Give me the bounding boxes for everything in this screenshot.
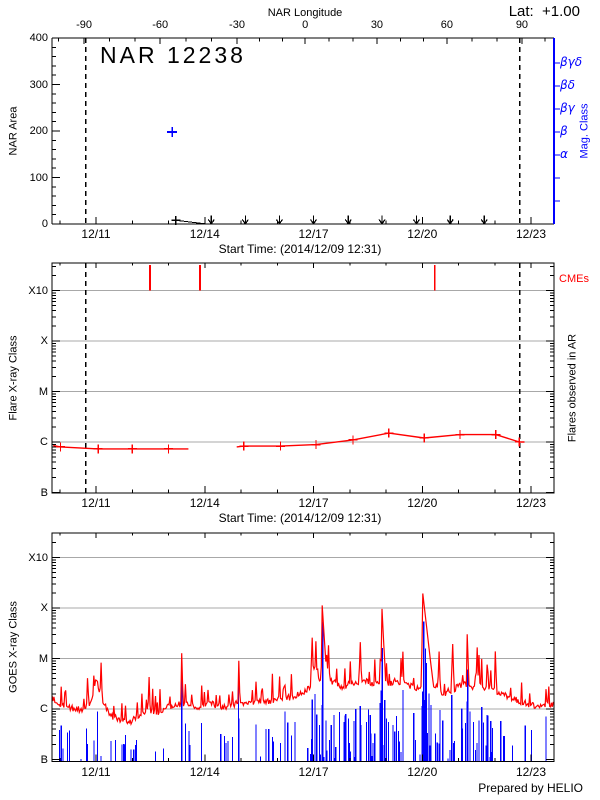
area-zero-arrow xyxy=(347,219,352,225)
xray-class-tick-label: X xyxy=(40,335,48,347)
date-tick-label: 12/17 xyxy=(298,227,329,241)
area-decline-line xyxy=(175,219,207,225)
mag-class-tick-label: α xyxy=(560,147,568,161)
nar-area-axis-label: NAR Area xyxy=(7,106,20,156)
credit-line: Prepared by HELIO xyxy=(478,781,583,795)
start-time-label-middle: Start Time: (2014/12/09 12:31) xyxy=(218,511,382,525)
area-zero-arrow xyxy=(412,219,417,225)
xray-class-tick-label: B xyxy=(40,486,48,499)
area-zero-arrow xyxy=(244,219,249,225)
area-zero-arrow xyxy=(313,219,317,225)
mag-class-tick-label: βγδ xyxy=(560,55,583,69)
area-zero-arrow xyxy=(344,219,349,225)
goes-blue-spikes xyxy=(58,621,547,762)
panel-frame xyxy=(51,532,555,763)
xray-class-tick-label: B xyxy=(40,753,48,766)
xray-class-tick-label: X10 xyxy=(28,551,48,564)
area-tick-label: 400 xyxy=(29,32,48,44)
date-tick-label: 12/23 xyxy=(515,765,547,779)
flares-observed-label: Flares observed in AR xyxy=(566,333,579,443)
date-tick-label: 12/11 xyxy=(81,765,111,779)
longitude-tick-label: 90 xyxy=(515,19,529,31)
middle-panel xyxy=(51,262,555,494)
cmes-label: CMEs xyxy=(559,273,589,285)
area-zero-arrow xyxy=(378,219,383,225)
xray-class-tick-label: M xyxy=(38,652,48,665)
date-tick-label: 12/23 xyxy=(515,227,547,241)
longitude-tick-label: -60 xyxy=(152,19,169,31)
xray-class-tick-label: X xyxy=(40,602,48,614)
area-zero-arrow xyxy=(480,219,485,225)
area-tick-label: 100 xyxy=(29,171,48,184)
date-tick-label: 12/17 xyxy=(298,765,329,779)
flare-xray-axis-label: Flare X-ray Class xyxy=(7,335,20,421)
area-tick-label: 300 xyxy=(29,78,48,91)
date-tick-label: 12/20 xyxy=(407,227,438,241)
longitude-tick-label: -90 xyxy=(76,19,92,31)
xray-class-tick-label: M xyxy=(38,385,48,398)
xray-class-tick-label: C xyxy=(40,703,48,715)
longitude-tick-label: 0 xyxy=(302,19,309,31)
date-tick-label: 12/23 xyxy=(515,496,547,510)
xray-class-tick-label: X10 xyxy=(28,284,48,297)
longitude-tick-label: 60 xyxy=(440,19,454,31)
area-zero-arrow xyxy=(207,219,212,225)
longitude-tick-label: 30 xyxy=(370,19,384,31)
panel-frame xyxy=(51,262,555,494)
goes-xray-axis-label: GOES X-ray Class xyxy=(7,601,20,693)
mag-class-tick-label: β xyxy=(560,124,568,138)
date-tick-label: 12/11 xyxy=(81,496,111,510)
area-zero-arrow xyxy=(275,219,280,225)
date-tick-label: 12/14 xyxy=(189,496,220,510)
page-title: NAR 12238 xyxy=(100,42,246,68)
mag-class-tick-label: βδ xyxy=(560,78,575,92)
date-tick-label: 12/20 xyxy=(407,496,438,510)
bottom-panel xyxy=(51,532,555,763)
longitude-tick-label: -30 xyxy=(229,19,245,31)
mag-class-tick-label: βγ xyxy=(560,101,575,115)
date-tick-label: 12/11 xyxy=(81,227,111,241)
top-panel xyxy=(51,37,560,225)
xray-class-tick-label: C xyxy=(40,436,48,448)
date-tick-label: 12/14 xyxy=(189,765,220,779)
area-zero-arrow xyxy=(446,219,451,225)
area-zero-arrow xyxy=(483,219,488,225)
goes-long-channel-trace xyxy=(51,593,554,727)
date-tick-label: 12/17 xyxy=(298,496,329,510)
start-time-label-top: Start Time: (2014/12/09 12:31) xyxy=(218,242,382,256)
area-tick-label: 200 xyxy=(29,125,48,137)
area-zero-arrow xyxy=(381,219,386,225)
area-zero-arrow xyxy=(210,219,215,225)
date-tick-label: 12/14 xyxy=(189,227,220,241)
area-zero-arrow xyxy=(449,219,454,225)
mag-class-axis-label: Mag. Class xyxy=(578,103,591,159)
area-zero-arrow xyxy=(241,219,246,225)
longitude-axis-title: NAR Longitude xyxy=(267,7,343,19)
area-zero-arrow xyxy=(310,219,314,225)
latitude-readout: Lat: +1.00 xyxy=(508,3,580,20)
date-tick-label: 12/20 xyxy=(407,765,438,779)
area-zero-arrow xyxy=(415,219,420,225)
area-tick-label: 0 xyxy=(41,218,48,230)
area-zero-arrow xyxy=(278,219,283,225)
